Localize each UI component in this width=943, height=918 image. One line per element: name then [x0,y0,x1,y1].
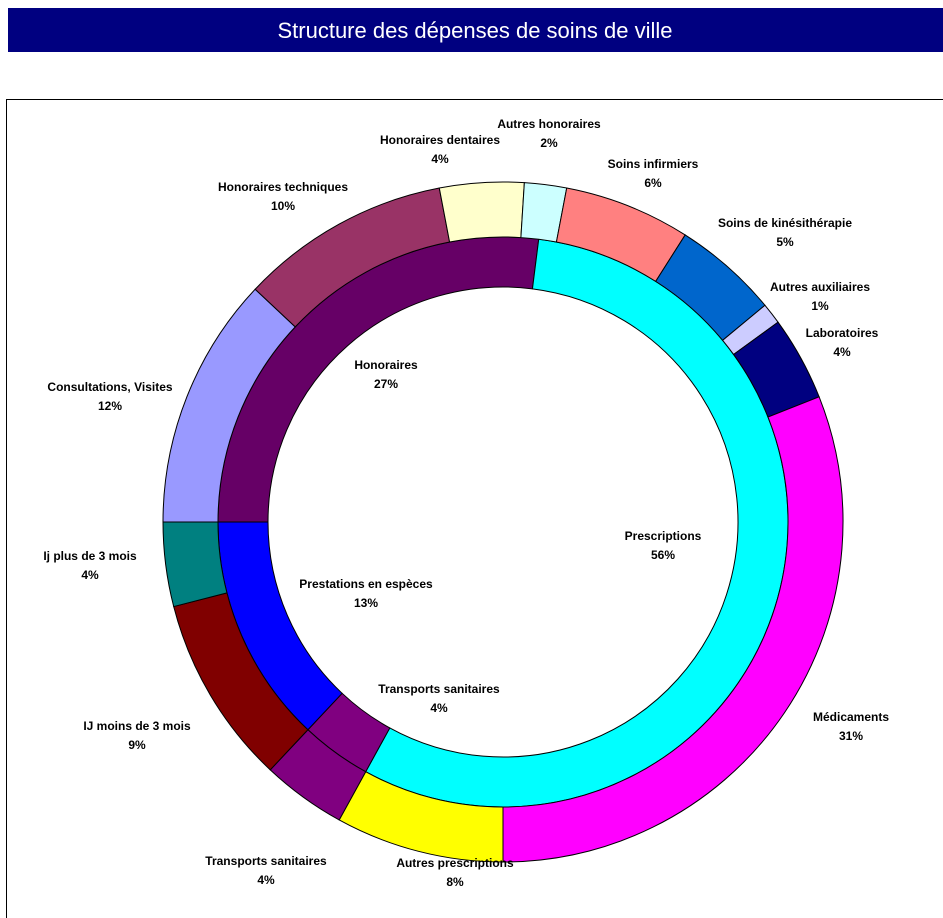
segment-label: Prescriptions [625,529,702,543]
segment-value-label: 4% [430,701,448,715]
segment-label: Honoraires dentaires [380,133,500,147]
segment-label: Autres honoraires [497,117,601,131]
segment-label: Soins infirmiers [608,157,699,171]
segment-value-label: 13% [354,596,378,610]
segment-label: Transports sanitaires [205,854,327,868]
segment-label: Transports sanitaires [378,682,500,696]
doughnut-segment [502,396,844,863]
segment-label: Consultations, Visites [47,380,172,394]
segment-label: Autres auxiliaires [770,280,870,294]
segment-value-label: 2% [540,136,558,150]
segment-label: IJ moins de 3 mois [83,719,191,733]
segment-label: Soins de kinésithérapie [718,216,852,230]
segment-label: Ij plus de 3 mois [43,549,137,563]
segment-value-label: 4% [257,873,275,887]
segment-value-label: 1% [811,299,829,313]
segment-value-label: 4% [431,152,449,166]
title-bar [8,8,943,52]
doughnut-segment [438,181,525,243]
doughnut-segment [162,521,228,608]
segment-value-label: 9% [128,738,146,752]
segment-label: Laboratoires [806,326,879,340]
chart-title: Structure des dépenses de soins de ville [277,18,672,43]
segment-value-label: 27% [374,377,398,391]
segment-value-label: 5% [776,235,794,249]
segment-label: Autres prescriptions [396,856,514,870]
segment-label: Honoraires [354,358,418,372]
segment-value-label: 56% [651,548,675,562]
segment-value-label: 12% [98,399,122,413]
segment-label: Prestations en espèces [299,577,433,591]
segment-value-label: 4% [81,568,99,582]
segment-value-label: 4% [833,345,851,359]
segment-value-label: 31% [839,729,863,743]
segment-value-label: 6% [644,176,662,190]
segment-value-label: 10% [271,199,295,213]
segment-label: Médicaments [813,710,889,724]
segment-label: Honoraires techniques [218,180,348,194]
segment-value-label: 8% [446,875,464,889]
